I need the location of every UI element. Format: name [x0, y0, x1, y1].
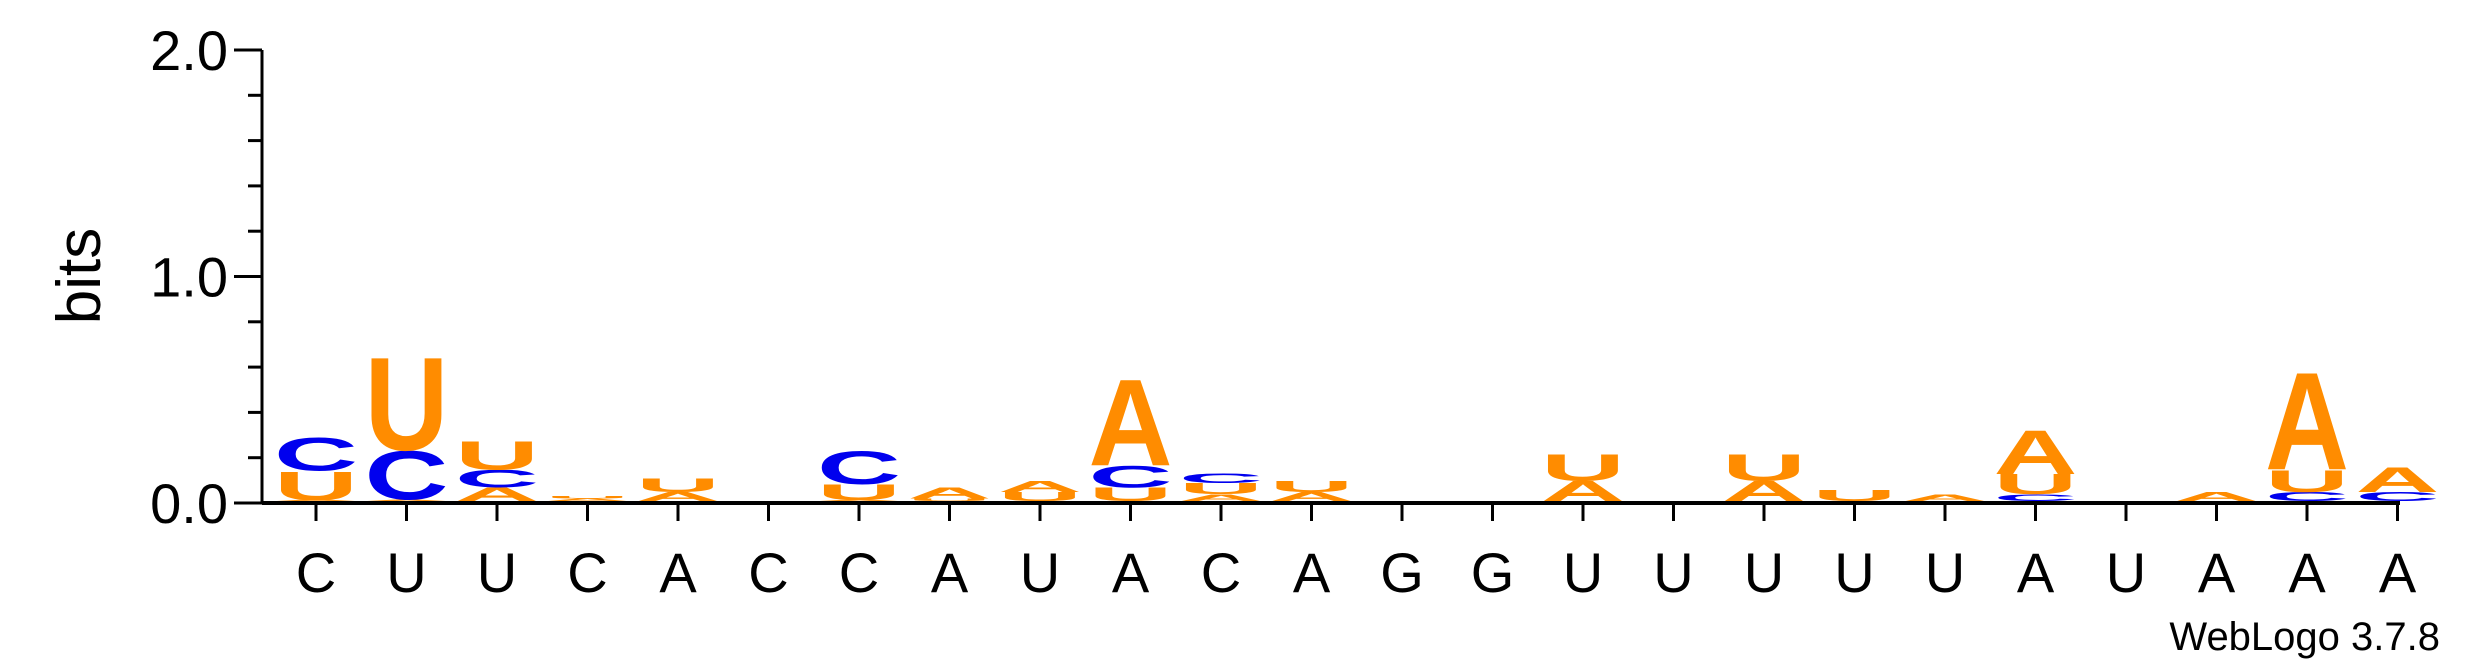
logo-letter-U: U [817, 480, 901, 505]
logo-letter-A: A [2356, 461, 2440, 500]
logo-letter-A: A [2174, 490, 2258, 504]
logo-letter-U: U [1812, 487, 1896, 505]
logo-letter-U: U [2265, 464, 2349, 499]
x-tick-label: C [567, 541, 607, 604]
x-tick-label: U [2106, 541, 2146, 604]
logo-letter-A: A [1994, 416, 2078, 487]
weblogo-credit: WebLogo 3.7.8 [2169, 615, 2440, 659]
logo-letter-C: C [1089, 459, 1173, 494]
x-tick-label: U [1563, 541, 1603, 604]
x-tick-label: A [1293, 541, 1331, 604]
logo-letter-C: C [817, 441, 901, 494]
logo-letter-A: A [364, 499, 448, 501]
logo-letter-A: A [1903, 492, 1987, 503]
logo-letter-U: U [455, 433, 539, 479]
x-tick-label: U [1020, 541, 1060, 604]
logo-letter-A: A [1089, 354, 1173, 492]
logo-letter-U: U [1994, 468, 2078, 500]
logo-letter-A: A [1722, 475, 1806, 507]
y-tick-label: 0.0 [150, 472, 228, 535]
logo-letter-C: C [1179, 470, 1263, 486]
y-tick-label: 1.0 [150, 246, 228, 309]
x-tick-label: U [386, 541, 426, 604]
logo-letter-U: U [1269, 478, 1353, 496]
logo-letter-U: U [907, 498, 991, 501]
logo-letter-A: A [2265, 344, 2349, 499]
logo-letter-U: U [636, 475, 720, 496]
x-tick-label: A [2288, 541, 2326, 604]
logo-letter-C: C [364, 437, 448, 515]
logo-letter-A: A [636, 490, 720, 504]
x-tick-label: U [477, 541, 517, 604]
logo-letter-C: C [1994, 492, 2078, 503]
x-tick-label: C [296, 541, 336, 604]
x-tick-label: G [1380, 541, 1424, 604]
x-tick-label: A [1112, 541, 1150, 604]
logo-letter-U: U [1541, 447, 1625, 489]
x-tick-label: A [2017, 541, 2055, 604]
logo-letter-U: U [1179, 480, 1263, 498]
x-tick-label: U [1834, 541, 1874, 604]
logo-letter-A: A [1541, 475, 1625, 507]
x-tick-label: G [1471, 541, 1515, 604]
y-axis-label: bits [45, 228, 114, 324]
logo-letter-A: A [455, 484, 539, 505]
logo-letter-C: C [2355, 490, 2439, 504]
logo-letter-A: A [1179, 492, 1263, 503]
logo-letter-C: C [2265, 490, 2349, 504]
x-tick-label: A [659, 541, 697, 604]
x-tick-label: C [839, 541, 879, 604]
x-tick-label: U [1925, 541, 1965, 604]
logo-letter-A: A [817, 500, 901, 502]
x-tick-label: U [1744, 541, 1784, 604]
logo-letter-A: A [998, 478, 1082, 496]
x-tick-label: A [931, 541, 969, 604]
logo-letter-U: U [1088, 484, 1172, 505]
x-tick-label: C [1201, 541, 1241, 604]
logo-letter-A: A [274, 500, 358, 502]
y-ticks: 0.0 1.0 2.0 [150, 19, 262, 535]
logo-letter-U: U [1722, 447, 1806, 489]
x-tick-label: A [2198, 541, 2236, 604]
logo-letter-A: A [1269, 490, 1353, 504]
logo-letter-A: A [545, 498, 629, 501]
x-tick-label: A [2379, 541, 2417, 604]
y-tick-label: 2.0 [150, 19, 228, 82]
logo-letter-A: A [907, 484, 991, 502]
logo-letter-U: U [998, 490, 1082, 504]
logo-letter-C: C [274, 428, 358, 481]
logo-letter-U: U [545, 496, 629, 499]
x-tick-label: C [748, 541, 788, 604]
x-tick-label: U [1653, 541, 1693, 604]
logo-letter-U: U [365, 331, 449, 479]
logo-letter-C: C [455, 465, 539, 493]
logo-letter-U: U [274, 463, 358, 509]
